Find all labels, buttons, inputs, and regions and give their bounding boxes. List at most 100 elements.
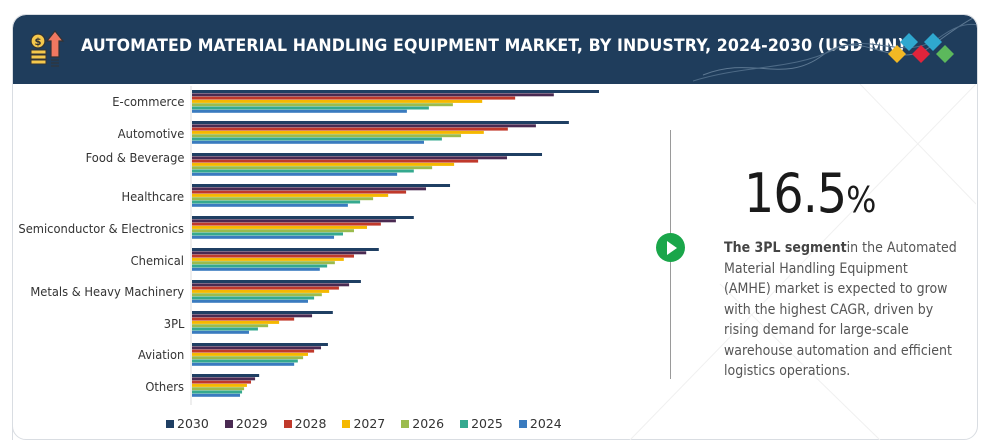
chart-legend: 2030 2029 2028 2027 2026 2025 2024 <box>166 416 562 431</box>
bar-2029 <box>192 124 536 128</box>
category-label: Food & Beverage <box>85 150 184 165</box>
bar-2025 <box>192 359 298 363</box>
money-growth-icon: $ <box>30 30 65 67</box>
bar-2029 <box>192 377 256 381</box>
bar-2029 <box>192 156 508 160</box>
legend-item: 2027 <box>342 416 385 431</box>
category-label: Automotive <box>117 126 184 141</box>
bar-2027 <box>192 257 344 261</box>
bar-2029 <box>192 251 367 255</box>
bar-2026 <box>192 229 354 233</box>
bar-2024 <box>192 362 295 366</box>
bar-group <box>192 374 260 397</box>
bar-2027 <box>192 383 247 387</box>
bar-2029 <box>192 219 396 223</box>
bar-2029 <box>192 314 313 318</box>
bar-2026 <box>192 134 462 138</box>
bar-2027 <box>192 289 330 293</box>
legend-divider <box>150 439 550 440</box>
legend-item: 2025 <box>460 416 503 431</box>
bar-2025 <box>192 296 315 300</box>
highlight-stat: 16.5% <box>744 162 876 225</box>
bar-2024 <box>192 330 249 334</box>
legend-swatch <box>283 419 292 428</box>
category-label: Semiconductor & Electronics <box>18 221 184 236</box>
stat-unit: % <box>846 180 876 221</box>
bar-2028 <box>192 380 252 384</box>
decorative-waves <box>693 15 977 82</box>
bar-2024 <box>192 140 424 144</box>
legend-label: 2028 <box>294 416 327 431</box>
legend-label: 2029 <box>235 416 268 431</box>
bar-2025 <box>192 390 243 394</box>
bar-2028 <box>192 190 407 194</box>
category-label: Chemical <box>130 253 184 268</box>
bar-2030 <box>192 121 569 124</box>
decorative-background-lines <box>629 84 976 440</box>
legend-swatch <box>342 419 351 428</box>
bar-2028 <box>192 286 339 290</box>
legend-label: 2026 <box>412 416 445 431</box>
bar-2026 <box>192 387 245 391</box>
bar-group <box>192 90 599 113</box>
bar-group <box>192 216 414 239</box>
description-text: in the Automated Material Handling Equip… <box>724 240 957 379</box>
chart-title: AUTOMATED MATERIAL HANDLING EQUIPMENT MA… <box>81 36 905 56</box>
legend-label: 2025 <box>471 416 503 431</box>
bar-2030 <box>192 343 328 346</box>
left-divider <box>12 83 13 440</box>
bar-2025 <box>192 137 442 141</box>
bar-2026 <box>192 197 374 201</box>
legend-item: 2024 <box>518 416 562 431</box>
category-label: Healthcare <box>121 189 184 204</box>
bar-2028 <box>192 127 508 131</box>
bar-group <box>192 121 569 144</box>
bar-2024 <box>192 235 335 239</box>
svg-text:$: $ <box>35 37 42 48</box>
bar-2027 <box>192 130 484 134</box>
category-label: 3PL <box>163 316 184 331</box>
bar-2028 <box>192 96 516 100</box>
stat-number: 16.5 <box>744 162 847 225</box>
legend-item: 2029 <box>224 416 268 431</box>
bar-2025 <box>192 169 414 173</box>
category-label: Others <box>145 379 184 394</box>
bar-2024 <box>192 109 407 113</box>
bar-2027 <box>192 352 308 356</box>
bar-2029 <box>192 93 554 97</box>
legend-label: 2027 <box>353 416 386 431</box>
bar-group <box>192 343 328 366</box>
bar-2027 <box>192 193 389 197</box>
bar-2028 <box>192 349 315 353</box>
bar-2027 <box>192 225 368 229</box>
description-lead: The 3PL segment <box>724 240 847 256</box>
bar-2029 <box>192 283 350 287</box>
legend-swatch <box>460 419 469 428</box>
bar-2030 <box>192 153 543 156</box>
legend-swatch <box>166 419 174 428</box>
play-icon[interactable] <box>656 233 685 262</box>
bar-2026 <box>192 356 304 360</box>
bar-2026 <box>192 324 269 328</box>
bar-2025 <box>192 200 361 204</box>
legend-item: 2030 <box>166 416 209 431</box>
bar-2030 <box>192 216 414 219</box>
bar-2027 <box>192 99 483 103</box>
bar-group <box>192 248 379 271</box>
bar-2025 <box>192 106 429 110</box>
bar-2029 <box>192 346 322 350</box>
bar-2025 <box>192 327 258 331</box>
bar-2027 <box>192 320 280 324</box>
bar-2026 <box>192 103 453 107</box>
legend-label: 2030 <box>177 416 209 431</box>
legend-label: 2024 <box>529 416 562 431</box>
bar-2030 <box>192 248 379 251</box>
category-label: E-commerce <box>111 94 184 109</box>
infographic-card: $ AUTOMATED MATERIAL HANDLING EQUIPMENT … <box>12 14 978 440</box>
bar-2028 <box>192 222 381 226</box>
bar-2027 <box>192 162 455 166</box>
highlight-description: The 3PL segmentin the Automated Material… <box>724 238 958 382</box>
legend-swatch <box>224 419 233 428</box>
brand-diamonds-logo <box>888 33 954 63</box>
